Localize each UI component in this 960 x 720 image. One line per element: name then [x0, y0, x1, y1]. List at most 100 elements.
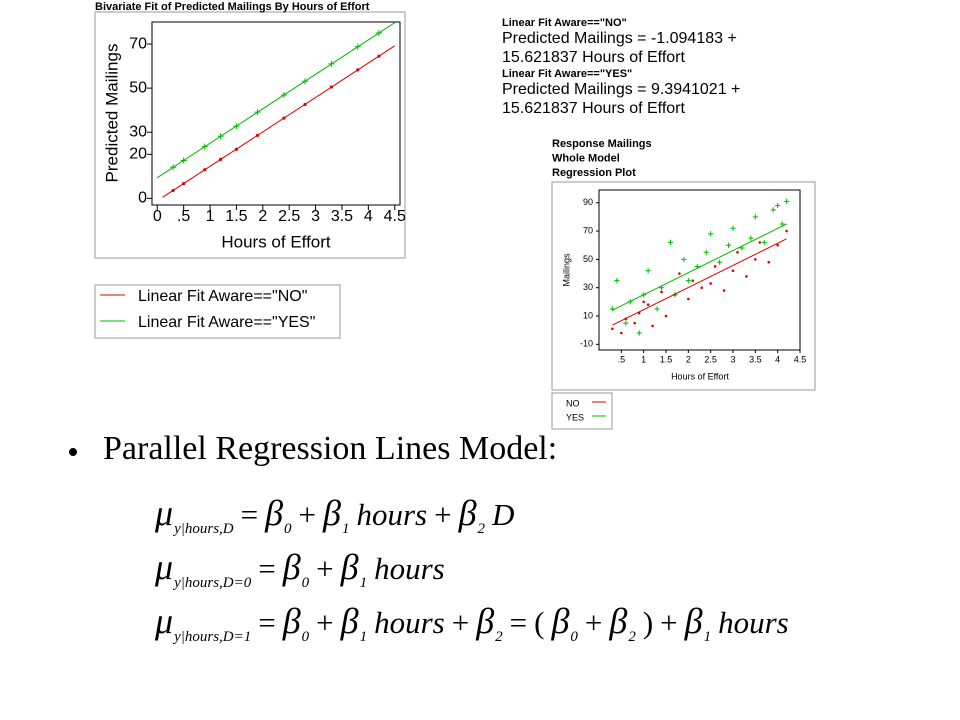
x-axis-label: Hours of Effort [221, 232, 331, 251]
data-point [767, 260, 771, 264]
x-tick-label: 2.5 [278, 208, 300, 225]
math-symbol: β1 [685, 600, 711, 646]
x-tick-label: 4 [775, 354, 780, 364]
legend-box [94, 284, 341, 339]
data-point [685, 278, 691, 284]
fit-line [612, 238, 787, 326]
data-point [654, 306, 660, 312]
x-tick-label: 4.5 [794, 354, 807, 364]
data-point [375, 30, 382, 37]
data-point [255, 133, 260, 137]
fit-line-text: Predicted Mailings = -1.094183 + [502, 30, 737, 47]
data-point [730, 225, 736, 231]
data-point [303, 102, 307, 107]
symbol-base: β [458, 493, 477, 533]
x-tick-label: 2.5 [704, 354, 717, 364]
symbol-base: β [684, 601, 703, 641]
data-point [722, 289, 726, 292]
data-point [234, 147, 239, 151]
x-tick-label: 4 [364, 208, 373, 225]
math-variable: hours [356, 497, 428, 532]
y-tick-label: 70 [129, 35, 147, 52]
math-variable: hours [374, 551, 445, 586]
chart-frame [551, 181, 816, 391]
x-tick-label: 1 [641, 354, 646, 364]
data-point [217, 133, 224, 140]
data-point [717, 259, 723, 265]
math-operator: = [240, 497, 259, 532]
math-symbol: β2 [609, 600, 635, 646]
x-tick-label: .5 [177, 208, 190, 225]
data-point [356, 68, 360, 72]
plot-area [598, 189, 801, 351]
math-operator: + [434, 497, 452, 532]
fit-line-text: Predicted Mailings = 9.3941021 + [502, 81, 741, 98]
y-tick-label: 20 [129, 146, 147, 163]
math-operator: ) [642, 605, 654, 640]
math-symbol: β0 [283, 546, 309, 592]
symbol-subscript: 0 [570, 629, 578, 645]
data-point [776, 243, 779, 247]
math-symbol: β1 [323, 492, 349, 538]
y-tick-label: 70 [583, 225, 593, 235]
symbol-base: β [282, 601, 301, 641]
x-tick-label: 1.5 [660, 354, 673, 364]
x-tick-label: 2 [258, 208, 267, 225]
data-point [328, 60, 335, 67]
data-point [329, 85, 334, 89]
data-point [636, 330, 642, 336]
data-point [708, 231, 714, 237]
math-symbol: β1 [341, 546, 367, 592]
math-operator: + [316, 605, 334, 640]
data-point [201, 143, 208, 150]
symbol-subscript: 0 [284, 521, 292, 537]
symbol-subscript: y|hours,D [174, 521, 234, 537]
symbol-base: μ [155, 601, 174, 641]
data-point [203, 168, 207, 172]
data-point [614, 278, 620, 284]
symbol-base: β [609, 601, 628, 641]
symbol-subscript: 1 [703, 629, 712, 645]
data-point [709, 282, 712, 285]
math-symbol: β1 [341, 600, 367, 646]
data-point [354, 43, 361, 50]
math-operator: = [509, 605, 528, 640]
data-point [687, 297, 690, 301]
symbol-base: β [551, 601, 570, 641]
symbol-subscript: y|hours,D=0 [174, 575, 252, 591]
y-tick-label: 10 [583, 310, 593, 320]
equation: μy|hours,D = β0 + β1 hours + β2 D [155, 492, 796, 546]
chart-title: Regression Plot [552, 167, 636, 179]
x-axis-label: Hours of Effort [671, 371, 729, 381]
data-point [233, 123, 240, 130]
symbol-subscript: 2 [495, 629, 503, 645]
symbol-base: β [265, 493, 284, 533]
x-tick-label: 3 [730, 354, 735, 364]
symbol-subscript: y|hours,D=1 [174, 629, 252, 645]
y-tick-label: 30 [583, 282, 593, 292]
data-point [784, 198, 790, 204]
math-operator: + [660, 605, 678, 640]
x-tick-label: .5 [618, 354, 626, 364]
equation: μy|hours,D=0 = β0 + β1 hours [155, 546, 796, 600]
data-point [280, 91, 287, 98]
symbol-base: μ [155, 493, 174, 533]
data-point [170, 164, 177, 171]
data-point [182, 182, 186, 186]
symbol-base: β [323, 493, 341, 533]
chart-title: Whole Model [552, 152, 620, 164]
y-axis-label: Mailings [561, 253, 571, 287]
data-point [633, 321, 637, 325]
chart-title: Response Mailings [552, 138, 652, 150]
data-point [664, 314, 668, 318]
x-tick-label: 3.5 [331, 208, 353, 225]
data-point [651, 324, 654, 328]
data-point [754, 258, 757, 261]
data-point [700, 286, 704, 289]
math-variable: hours [374, 605, 445, 640]
symbol-base: β [340, 547, 359, 587]
symbol-subscript: 1 [341, 521, 350, 537]
legend-box [551, 392, 613, 430]
